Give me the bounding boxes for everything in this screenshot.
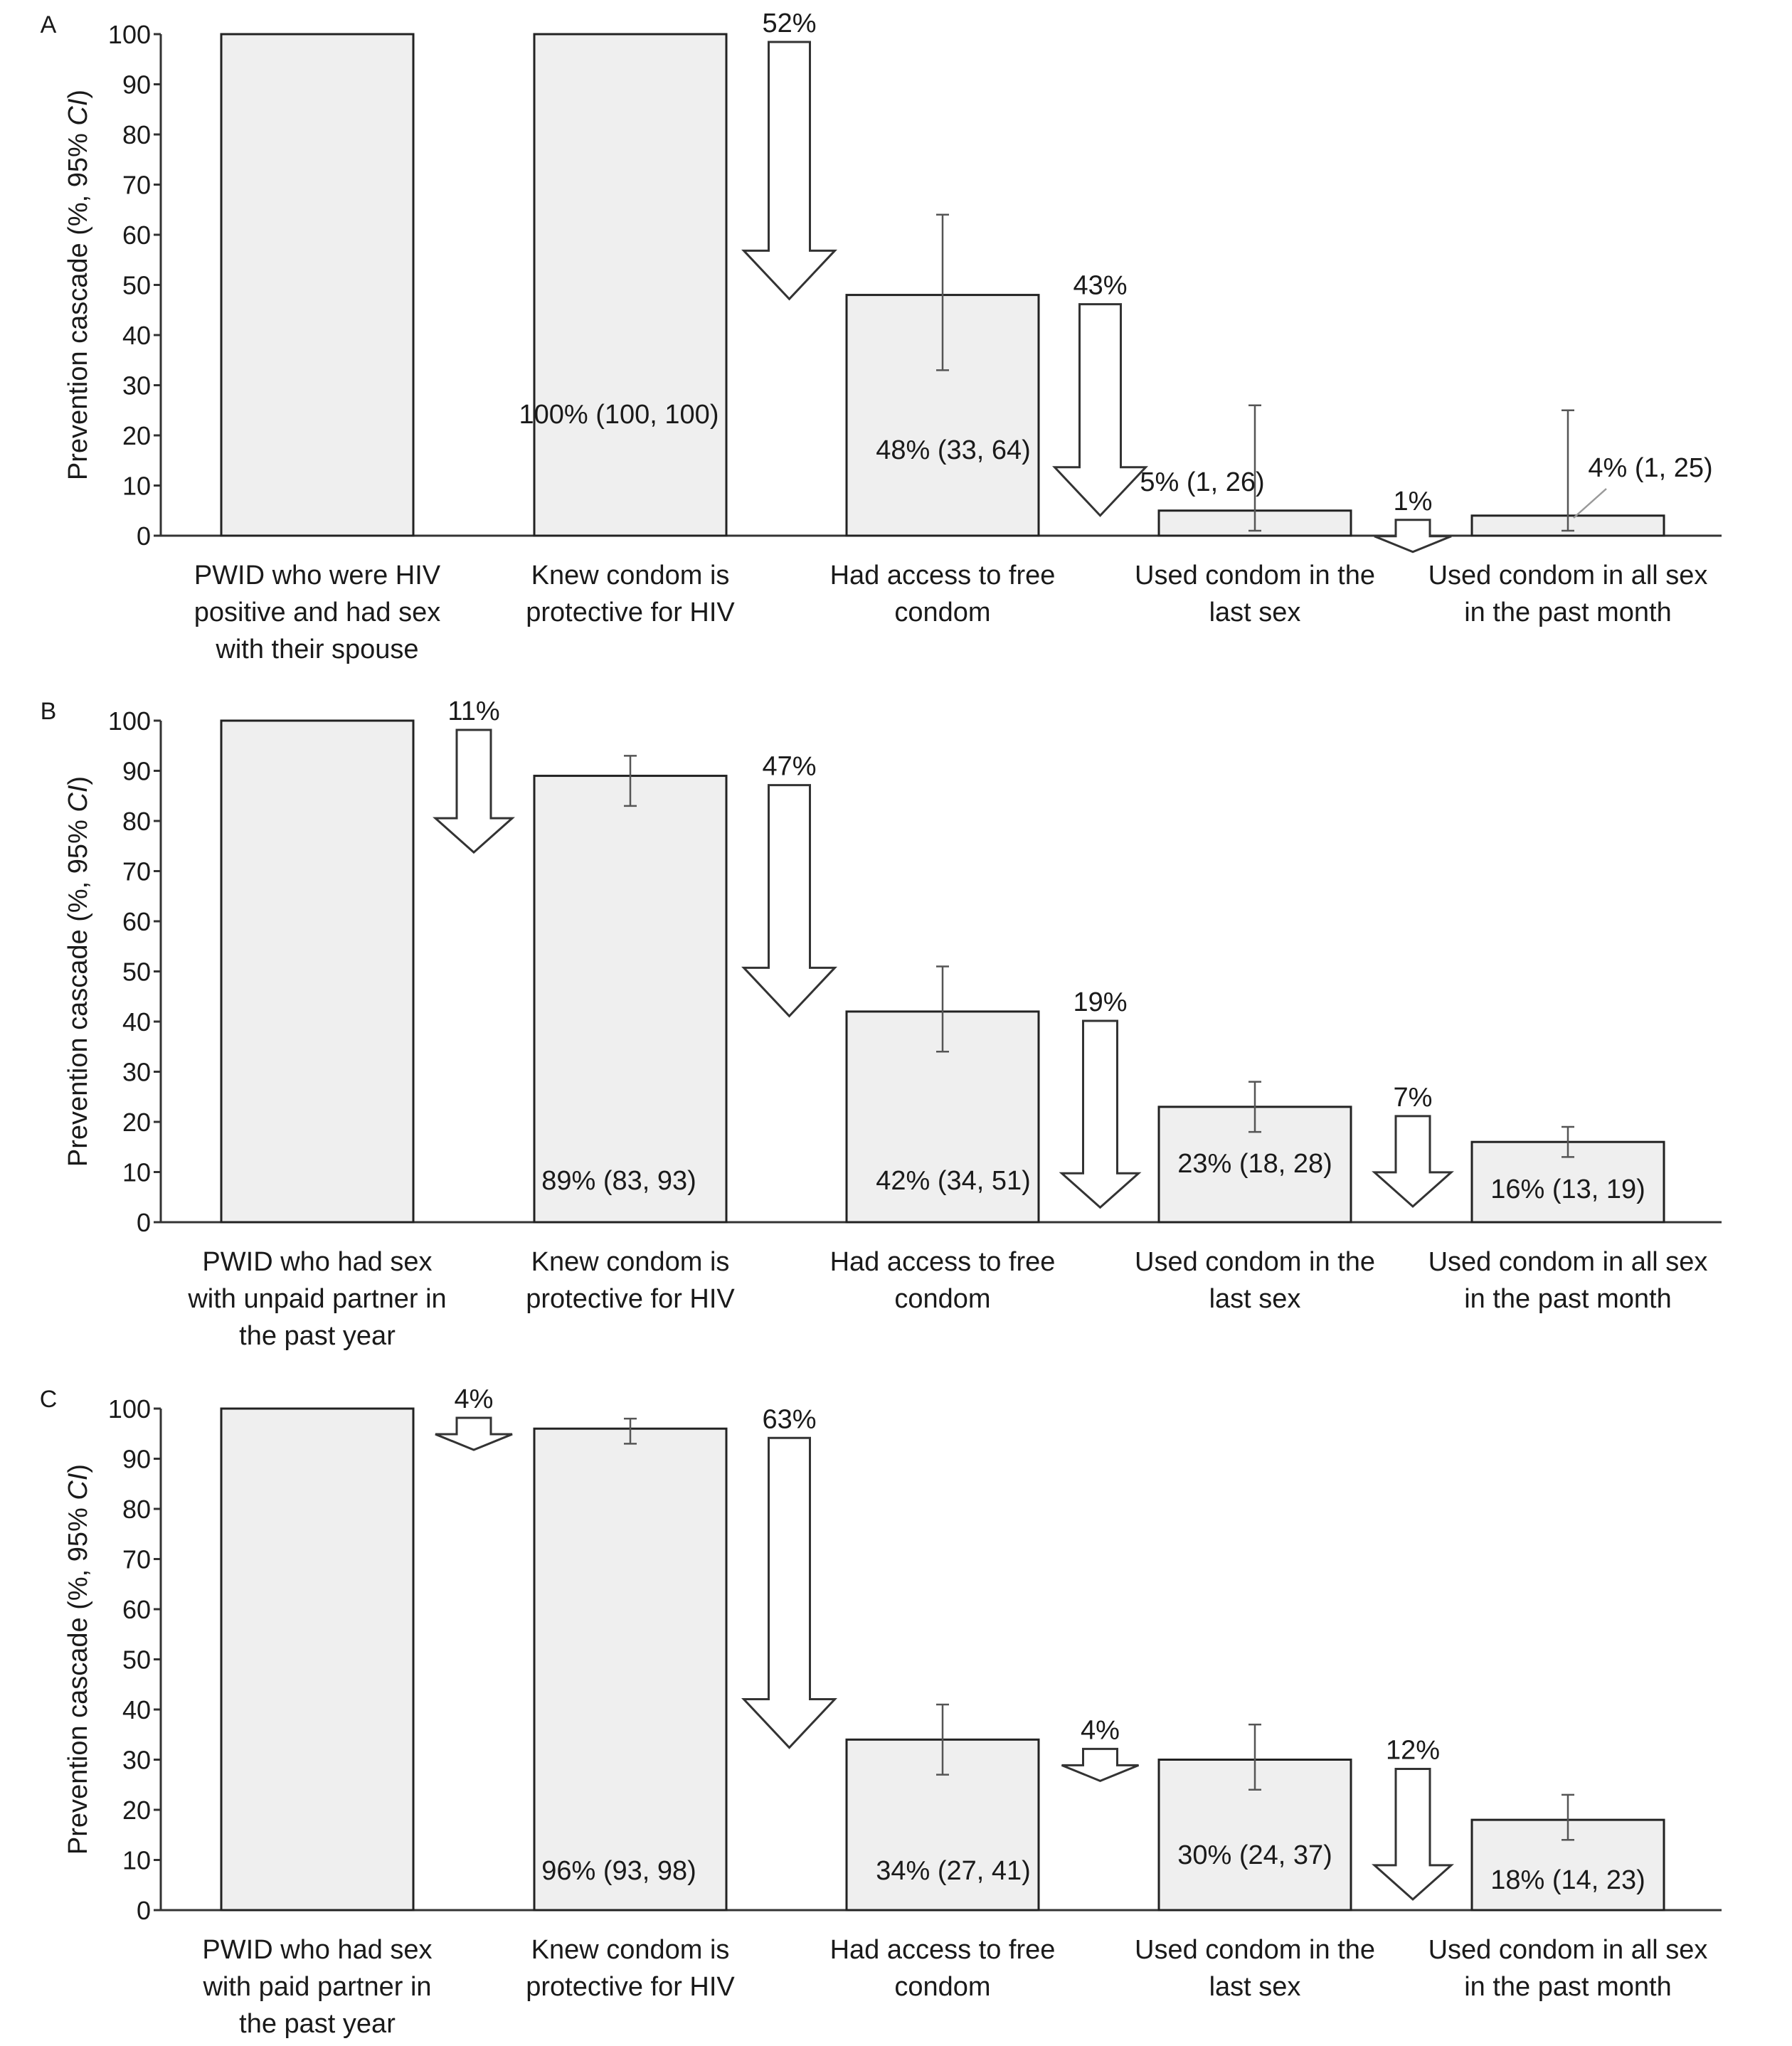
data-label: 30% (24, 37)	[1177, 1840, 1332, 1870]
category-label: Used condom in all sex in the past month	[1428, 561, 1708, 627]
y-tick-label: 0	[137, 521, 151, 551]
y-tick-label: 50	[122, 958, 151, 987]
bar	[220, 719, 415, 1224]
data-label: 48% (33, 64)	[876, 435, 1031, 465]
y-tick-label: 10	[122, 1158, 151, 1187]
y-tick-label: 70	[122, 1545, 151, 1574]
drop-label: 43%	[1073, 271, 1127, 301]
category-label: PWID who had sex with unpaid partner in th…	[187, 1247, 446, 1351]
drop-label: 4%	[455, 1384, 494, 1414]
y-tick-label: 90	[122, 757, 151, 786]
drop-label: 52%	[762, 9, 816, 38]
drop-arrow	[1052, 303, 1148, 517]
y-tick-label: 40	[122, 321, 151, 350]
drop-arrow	[1374, 519, 1452, 553]
y-tick-label: 100	[108, 20, 151, 49]
data-label: 34% (27, 41)	[876, 1856, 1031, 1886]
y-tick-label: 90	[122, 70, 151, 100]
y-tick-label: 90	[122, 1445, 151, 1474]
bar	[533, 775, 728, 1224]
drop-label: 1%	[1394, 487, 1433, 516]
y-tick-label: 20	[122, 421, 151, 450]
panel-letter: A	[41, 11, 57, 38]
category-label: Used condom in the last sex	[1135, 1247, 1375, 1314]
drop-arrow	[741, 41, 837, 301]
drop-arrow	[1372, 1768, 1454, 1901]
y-tick-label: 50	[122, 271, 151, 300]
y-tick-label: 20	[122, 1108, 151, 1137]
y-tick-label: 70	[122, 857, 151, 886]
y-tick-label: 40	[122, 1695, 151, 1724]
y-tick-label: 80	[122, 1495, 151, 1524]
y-tick-label: 40	[122, 1007, 151, 1037]
y-tick-label: 80	[122, 120, 151, 149]
category-label: PWID who had sex with paid partner in the …	[202, 1935, 432, 2039]
data-label: 5% (1, 26)	[1140, 467, 1264, 497]
drop-arrow	[741, 1436, 837, 1749]
drop-label: 63%	[762, 1404, 816, 1434]
category-label: Knew condom is protective for HIV	[526, 561, 735, 627]
drop-arrow	[1061, 1747, 1140, 1782]
y-tick-label: 30	[122, 371, 151, 401]
data-label: 42% (34, 51)	[876, 1166, 1031, 1196]
drop-arrow	[1059, 1019, 1142, 1209]
data-label: 23% (18, 28)	[1177, 1149, 1332, 1179]
drop-label: 19%	[1073, 987, 1127, 1017]
y-tick-label: 60	[122, 907, 151, 936]
y-tick-label: 80	[122, 807, 151, 836]
y-tick-label: 60	[122, 1595, 151, 1624]
data-label: 4% (1, 25)	[1588, 453, 1712, 483]
y-tick-label: 10	[122, 472, 151, 501]
y-tick-label: 0	[137, 1208, 151, 1237]
data-label: 96% (93, 98)	[541, 1856, 696, 1886]
category-label: Used condom in the last sex	[1135, 1935, 1375, 2002]
drop-label: 7%	[1394, 1083, 1433, 1113]
category-label: Used condom in all sex in the past month	[1428, 1247, 1708, 1314]
data-label: 89% (83, 93)	[541, 1166, 696, 1196]
y-axis-label: Prevention cascade (%, 95% CI)	[63, 776, 93, 1167]
y-tick-label: 70	[122, 171, 151, 200]
category-label: Used condom in all sex in the past month	[1428, 1935, 1708, 2002]
category-label: Knew condom is protective for HIV	[526, 1935, 735, 2002]
drop-label: 11%	[447, 696, 499, 726]
category-label: Had access to free condom	[830, 1935, 1056, 2002]
bar	[533, 1427, 728, 1912]
y-tick-label: 20	[122, 1796, 151, 1825]
category-label: Had access to free condom	[830, 1247, 1056, 1314]
panel-letter: C	[40, 1386, 58, 1413]
category-label: Used condom in the last sex	[1135, 561, 1375, 627]
bar	[533, 33, 728, 537]
data-label: 16% (13, 19)	[1490, 1175, 1645, 1204]
drop-label: 47%	[762, 752, 816, 782]
category-label: Knew condom is protective for HIV	[526, 1247, 735, 1314]
category-label: PWID who were HIV positive and had sex wit…	[194, 561, 441, 664]
drop-label: 4%	[1081, 1715, 1120, 1745]
drop-arrow	[433, 728, 515, 854]
y-tick-label: 10	[122, 1846, 151, 1875]
bar	[220, 33, 415, 537]
data-label: 18% (14, 23)	[1490, 1865, 1645, 1895]
category-label: Had access to free condom	[830, 561, 1056, 627]
y-tick-label: 100	[108, 706, 151, 736]
y-tick-label: 60	[122, 221, 151, 250]
y-tick-label: 30	[122, 1058, 151, 1087]
y-tick-label: 50	[122, 1645, 151, 1675]
bar	[220, 1407, 415, 1912]
drop-arrow	[435, 1416, 513, 1451]
data-label: 100% (100, 100)	[519, 400, 719, 430]
y-axis-label: Prevention cascade (%, 95% CI)	[63, 90, 93, 480]
y-tick-label: 0	[137, 1896, 151, 1925]
panel-letter: B	[41, 698, 57, 725]
panel-b: B Prevention cascade (%, 95% CI) 0 10 20 30 40…	[41, 696, 1722, 1351]
drop-label: 12%	[1386, 1736, 1440, 1766]
y-tick-label: 100	[108, 1394, 151, 1424]
drop-arrow	[1372, 1115, 1454, 1208]
y-axis-label: Prevention cascade (%, 95% CI)	[63, 1464, 93, 1855]
y-tick-label: 30	[122, 1746, 151, 1775]
drop-arrow	[741, 784, 837, 1018]
panel-a: A Prevention cascade (%, 95% CI) 0 10 20 30 40…	[41, 9, 1722, 664]
panel-c: C Prevention cascade (%, 95% CI) 0 10 20 30 40…	[40, 1384, 1722, 2039]
label-leader-line	[1573, 488, 1607, 519]
